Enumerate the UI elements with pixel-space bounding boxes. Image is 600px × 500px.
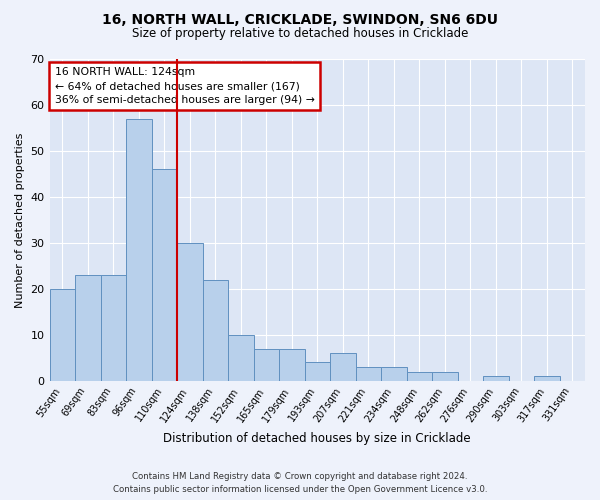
Bar: [203, 280, 228, 381]
Bar: [50, 289, 75, 381]
Bar: [279, 348, 305, 381]
Bar: [177, 243, 203, 381]
Bar: [356, 367, 381, 381]
Text: Contains HM Land Registry data © Crown copyright and database right 2024.
Contai: Contains HM Land Registry data © Crown c…: [113, 472, 487, 494]
Bar: [381, 367, 407, 381]
Bar: [101, 275, 126, 381]
Bar: [407, 372, 432, 381]
Bar: [126, 119, 152, 381]
Bar: [432, 372, 458, 381]
Bar: [254, 348, 279, 381]
Bar: [534, 376, 560, 381]
Bar: [228, 335, 254, 381]
Bar: [483, 376, 509, 381]
Text: Size of property relative to detached houses in Cricklade: Size of property relative to detached ho…: [132, 28, 468, 40]
X-axis label: Distribution of detached houses by size in Cricklade: Distribution of detached houses by size …: [163, 432, 471, 445]
Bar: [152, 170, 177, 381]
Y-axis label: Number of detached properties: Number of detached properties: [15, 132, 25, 308]
Text: 16, NORTH WALL, CRICKLADE, SWINDON, SN6 6DU: 16, NORTH WALL, CRICKLADE, SWINDON, SN6 …: [102, 12, 498, 26]
Bar: [75, 275, 101, 381]
Text: 16 NORTH WALL: 124sqm
← 64% of detached houses are smaller (167)
36% of semi-det: 16 NORTH WALL: 124sqm ← 64% of detached …: [55, 67, 315, 105]
Bar: [305, 362, 330, 381]
Bar: [330, 353, 356, 381]
